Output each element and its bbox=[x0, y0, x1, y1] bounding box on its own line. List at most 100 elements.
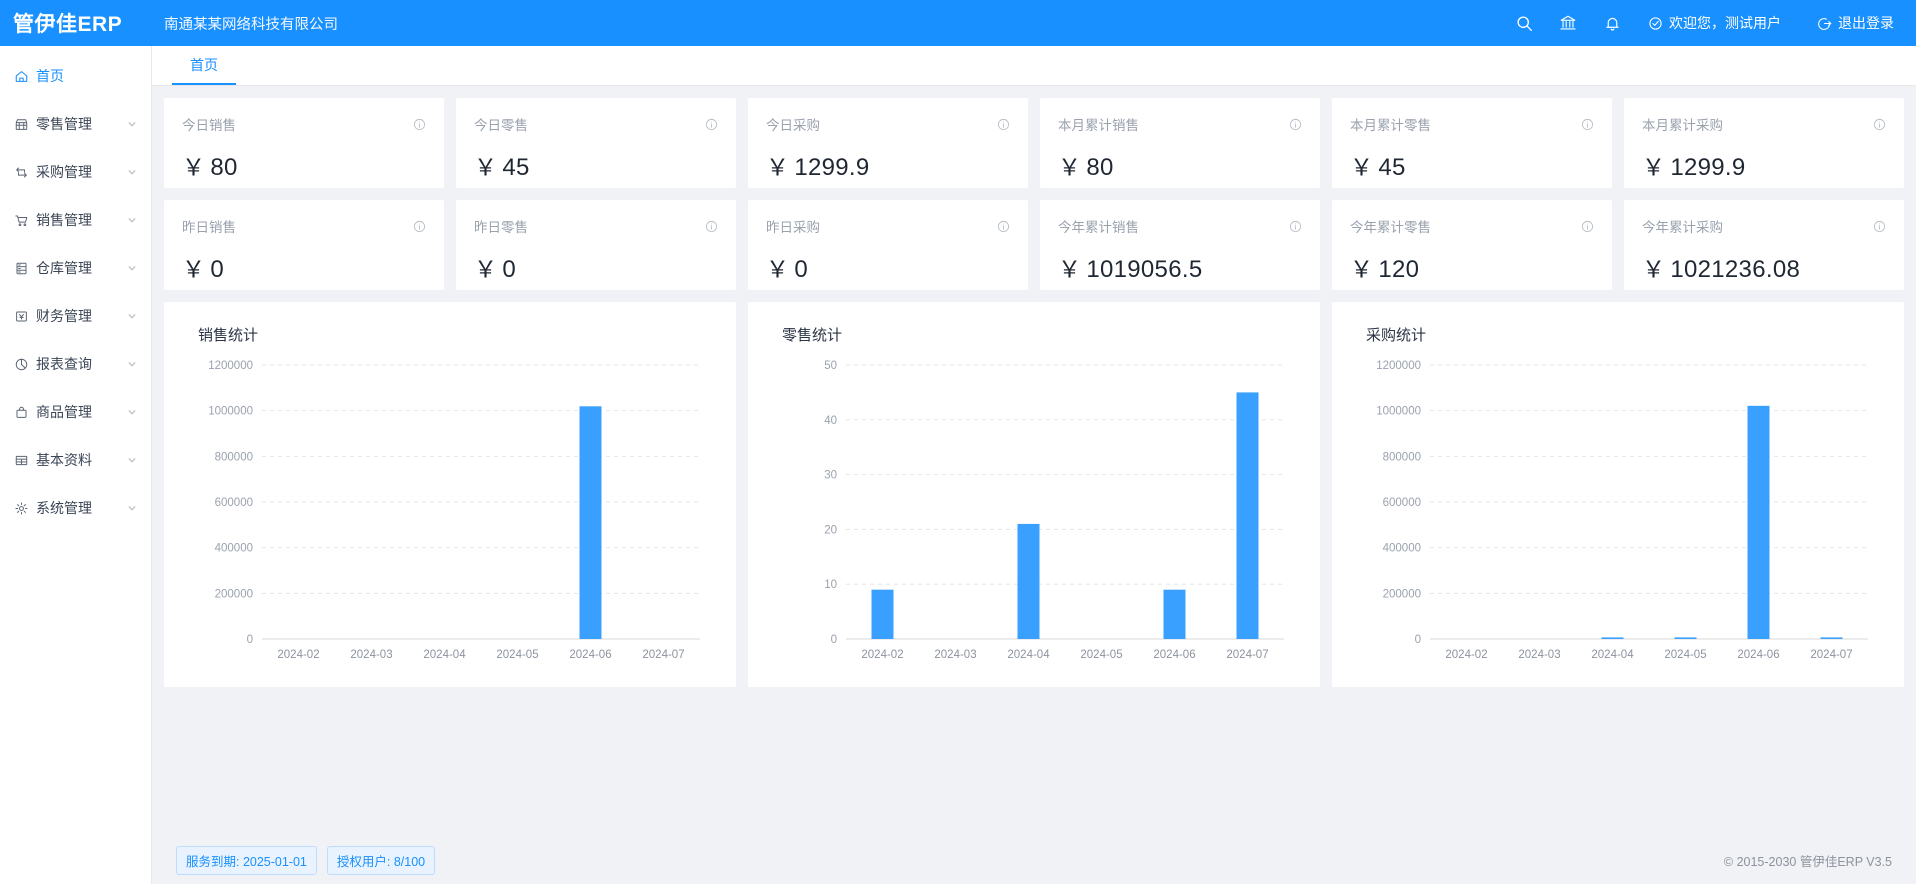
sidebar-item-finance[interactable]: 财务管理 bbox=[0, 292, 151, 340]
svg-text:600000: 600000 bbox=[1383, 497, 1421, 509]
kpi-value: ￥ 45 bbox=[1350, 148, 1594, 182]
welcome-user[interactable]: 欢迎您，测试用户 bbox=[1634, 13, 1791, 33]
sidebar-label: 零售管理 bbox=[36, 116, 92, 132]
chevron-down-icon bbox=[127, 212, 139, 228]
svg-text:1000000: 1000000 bbox=[208, 406, 253, 418]
info-icon[interactable] bbox=[1289, 118, 1302, 131]
copyright-text: © 2015-2030 管伊佳ERP V3.5 bbox=[1723, 854, 1892, 869]
sidebar-nav: 首页 零售管理 bbox=[0, 46, 152, 884]
search-icon[interactable] bbox=[1502, 0, 1546, 46]
chart-card-retail: 零售统计 0 10 20 30 40 50 2024-02 2024-03 2024-04 202… bbox=[748, 302, 1320, 687]
home-icon bbox=[14, 69, 36, 84]
sidebar-item-basic-data[interactable]: 基本资料 bbox=[0, 436, 151, 484]
chart-card-purchase: 采购统计 0 200000 400000 600000 800000 1000000 120… bbox=[1332, 302, 1904, 687]
sidebar-item-home[interactable]: 首页 bbox=[0, 52, 151, 100]
sidebar-label: 报表查询 bbox=[36, 356, 92, 372]
kpi-value: ￥ 1021236.08 bbox=[1642, 250, 1886, 284]
info-icon[interactable] bbox=[1873, 220, 1886, 233]
sidebar-label: 财务管理 bbox=[36, 308, 92, 324]
kpi-value: ￥ 0 bbox=[766, 250, 1010, 284]
svg-text:2024-03: 2024-03 bbox=[934, 649, 976, 661]
sales-bar-chart[interactable]: 0 200000 400000 600000 800000 1000000 1200000 2… bbox=[184, 349, 716, 679]
database-icon bbox=[14, 261, 36, 276]
kpi-amount: 45 bbox=[1378, 154, 1406, 181]
kpi-card-month-purchase: 本月累计采购 ￥ 1299.9 bbox=[1624, 98, 1904, 188]
kpi-value: ￥ 80 bbox=[1058, 148, 1302, 182]
info-icon[interactable] bbox=[1581, 118, 1594, 131]
bell-icon[interactable] bbox=[1590, 0, 1634, 46]
info-icon[interactable] bbox=[705, 220, 718, 233]
sidebar-item-sales[interactable]: 销售管理 bbox=[0, 196, 151, 244]
cart-icon bbox=[14, 213, 36, 228]
currency-symbol: ￥ bbox=[474, 256, 498, 282]
chevron-down-icon bbox=[127, 260, 139, 276]
kpi-title: 今日零售 bbox=[474, 118, 528, 133]
sidebar-label: 系统管理 bbox=[36, 500, 92, 516]
kpi-card-year-retail: 今年累计零售 ￥ 120 bbox=[1332, 200, 1612, 290]
kpi-amount: 0 bbox=[794, 256, 808, 283]
company-name: 南通某某网络科技有限公司 bbox=[164, 16, 338, 33]
chart-title: 采购统计 bbox=[1366, 327, 1427, 344]
info-icon[interactable] bbox=[1289, 220, 1302, 233]
kpi-title: 今年累计销售 bbox=[1058, 220, 1139, 235]
chevron-down-icon bbox=[127, 452, 139, 468]
kpi-title: 今日销售 bbox=[182, 118, 236, 133]
kpi-title: 本月累计采购 bbox=[1642, 118, 1723, 133]
retail-bar-chart[interactable]: 0 10 20 30 40 50 2024-02 2024-03 2024-04 2024-05 2… bbox=[768, 349, 1300, 679]
kpi-value: ￥ 120 bbox=[1350, 250, 1594, 284]
svg-text:2024-04: 2024-04 bbox=[423, 649, 466, 661]
svg-text:600000: 600000 bbox=[215, 497, 253, 509]
kpi-card-yesterday-sales: 昨日销售 ￥ 0 bbox=[164, 200, 444, 290]
kpi-title: 昨日采购 bbox=[766, 220, 820, 235]
bank-icon[interactable] bbox=[1546, 0, 1590, 46]
svg-text:400000: 400000 bbox=[1383, 543, 1421, 555]
svg-text:2024-02: 2024-02 bbox=[1445, 649, 1487, 661]
sidebar-item-products[interactable]: 商品管理 bbox=[0, 388, 151, 436]
svg-text:2024-02: 2024-02 bbox=[277, 649, 319, 661]
setting-icon bbox=[14, 501, 36, 516]
purchase-bar-chart[interactable]: 0 200000 400000 600000 800000 1000000 1200000 2… bbox=[1352, 349, 1884, 679]
chevron-down-icon bbox=[127, 308, 139, 324]
info-icon[interactable] bbox=[997, 220, 1010, 233]
kpi-amount: 120 bbox=[1378, 256, 1420, 283]
svg-text:400000: 400000 bbox=[215, 543, 253, 555]
info-icon[interactable] bbox=[413, 118, 426, 131]
welcome-text: 欢迎您，测试用户 bbox=[1669, 15, 1781, 31]
info-icon[interactable] bbox=[1873, 118, 1886, 131]
svg-text:10: 10 bbox=[824, 579, 837, 591]
svg-text:2024-06: 2024-06 bbox=[569, 649, 611, 661]
sidebar-item-purchase[interactable]: 采购管理 bbox=[0, 148, 151, 196]
kpi-value: ￥ 0 bbox=[182, 250, 426, 284]
svg-text:200000: 200000 bbox=[1383, 588, 1421, 600]
kpi-amount: 0 bbox=[502, 256, 516, 283]
footer-bar: 服务到期: 2025-01-01 授权用户: 8/100 © 2015-2030… bbox=[152, 836, 1916, 884]
svg-text:2024-02: 2024-02 bbox=[861, 649, 903, 661]
sidebar-item-reports[interactable]: 报表查询 bbox=[0, 340, 151, 388]
kpi-title: 今日采购 bbox=[766, 118, 820, 133]
info-icon[interactable] bbox=[1581, 220, 1594, 233]
info-icon[interactable] bbox=[413, 220, 426, 233]
kpi-card-yesterday-retail: 昨日零售 ￥ 0 bbox=[456, 200, 736, 290]
kpi-amount: 1021236.08 bbox=[1670, 256, 1801, 283]
tab-home[interactable]: 首页 bbox=[172, 46, 236, 85]
sidebar-item-retail[interactable]: 零售管理 bbox=[0, 100, 151, 148]
sidebar-item-warehouse[interactable]: 仓库管理 bbox=[0, 244, 151, 292]
info-icon[interactable] bbox=[997, 118, 1010, 131]
svg-text:2024-07: 2024-07 bbox=[642, 649, 684, 661]
kpi-title: 今年累计零售 bbox=[1350, 220, 1431, 235]
kpi-amount: 0 bbox=[210, 256, 224, 283]
kpi-title: 昨日零售 bbox=[474, 220, 528, 235]
info-icon[interactable] bbox=[705, 118, 718, 131]
logout-button[interactable]: 退出登录 bbox=[1791, 13, 1894, 33]
kpi-card-month-retail: 本月累计零售 ￥ 45 bbox=[1332, 98, 1612, 188]
svg-text:1000000: 1000000 bbox=[1376, 406, 1421, 418]
kpi-amount: 1299.9 bbox=[794, 154, 870, 181]
svg-text:0: 0 bbox=[831, 634, 837, 646]
currency-symbol: ￥ bbox=[1350, 256, 1374, 282]
chevron-down-icon bbox=[127, 356, 139, 372]
sidebar-item-system[interactable]: 系统管理 bbox=[0, 484, 151, 532]
currency-symbol: ￥ bbox=[182, 154, 206, 180]
currency-symbol: ￥ bbox=[1058, 154, 1082, 180]
kpi-amount: 80 bbox=[210, 154, 238, 181]
header-actions: 欢迎您，测试用户 退出登录 bbox=[1502, 0, 1894, 46]
